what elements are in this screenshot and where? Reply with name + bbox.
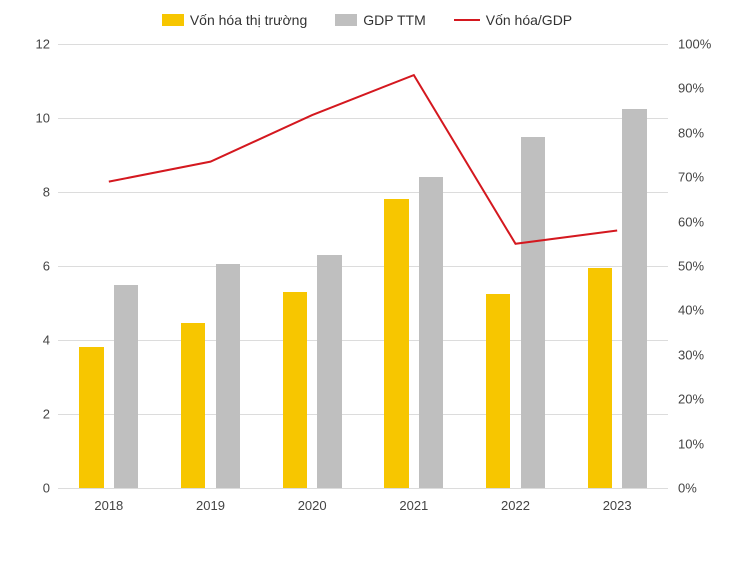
gridline xyxy=(58,44,668,45)
y-right-tick-label: 0% xyxy=(678,481,732,496)
legend-line-icon xyxy=(454,19,480,21)
y-left-tick-label: 2 xyxy=(0,407,50,422)
legend-label: Vốn hóa thị trường xyxy=(190,12,307,28)
combo-chart: Vốn hóa thị trường GDP TTM Vốn hóa/GDP 0… xyxy=(0,0,734,534)
legend-item-gdp: GDP TTM xyxy=(335,12,426,28)
gridline xyxy=(58,266,668,267)
legend-label: GDP TTM xyxy=(363,12,426,28)
gridline xyxy=(58,488,668,489)
y-left-tick-label: 0 xyxy=(0,481,50,496)
x-tick-label: 2018 xyxy=(94,498,123,513)
bar-market-cap xyxy=(384,199,408,488)
x-tick-label: 2019 xyxy=(196,498,225,513)
bar-market-cap xyxy=(486,294,510,488)
bar-gdp xyxy=(521,137,545,489)
x-tick-label: 2021 xyxy=(399,498,428,513)
y-right-tick-label: 20% xyxy=(678,392,732,407)
legend-swatch-icon xyxy=(335,14,357,26)
bar-gdp xyxy=(114,285,138,489)
legend-swatch-icon xyxy=(162,14,184,26)
bar-gdp xyxy=(622,109,646,488)
y-left-tick-label: 8 xyxy=(0,185,50,200)
y-right-tick-label: 90% xyxy=(678,81,732,96)
y-right-tick-label: 80% xyxy=(678,125,732,140)
legend-item-market-cap: Vốn hóa thị trường xyxy=(162,12,307,28)
bar-gdp xyxy=(216,264,240,488)
gridline xyxy=(58,192,668,193)
y-right-tick-label: 70% xyxy=(678,170,732,185)
gridline xyxy=(58,414,668,415)
y-right-tick-label: 50% xyxy=(678,259,732,274)
y-right-tick-label: 40% xyxy=(678,303,732,318)
y-left-tick-label: 10 xyxy=(0,111,50,126)
legend: Vốn hóa thị trường GDP TTM Vốn hóa/GDP xyxy=(0,12,734,28)
gridline xyxy=(58,118,668,119)
y-left-tick-label: 4 xyxy=(0,333,50,348)
y-left-tick-label: 12 xyxy=(0,37,50,52)
gridline xyxy=(58,340,668,341)
y-right-tick-label: 30% xyxy=(678,347,732,362)
y-right-tick-label: 100% xyxy=(678,37,732,52)
bar-market-cap xyxy=(181,323,205,488)
x-tick-label: 2023 xyxy=(603,498,632,513)
bar-market-cap xyxy=(283,292,307,488)
y-right-tick-label: 60% xyxy=(678,214,732,229)
y-left-tick-label: 6 xyxy=(0,259,50,274)
legend-item-ratio: Vốn hóa/GDP xyxy=(454,12,572,28)
bar-market-cap xyxy=(79,347,103,488)
legend-label: Vốn hóa/GDP xyxy=(486,12,572,28)
y-right-tick-label: 10% xyxy=(678,436,732,451)
bar-gdp xyxy=(317,255,341,488)
x-tick-label: 2020 xyxy=(298,498,327,513)
x-tick-label: 2022 xyxy=(501,498,530,513)
bar-gdp xyxy=(419,177,443,488)
bar-market-cap xyxy=(588,268,612,488)
